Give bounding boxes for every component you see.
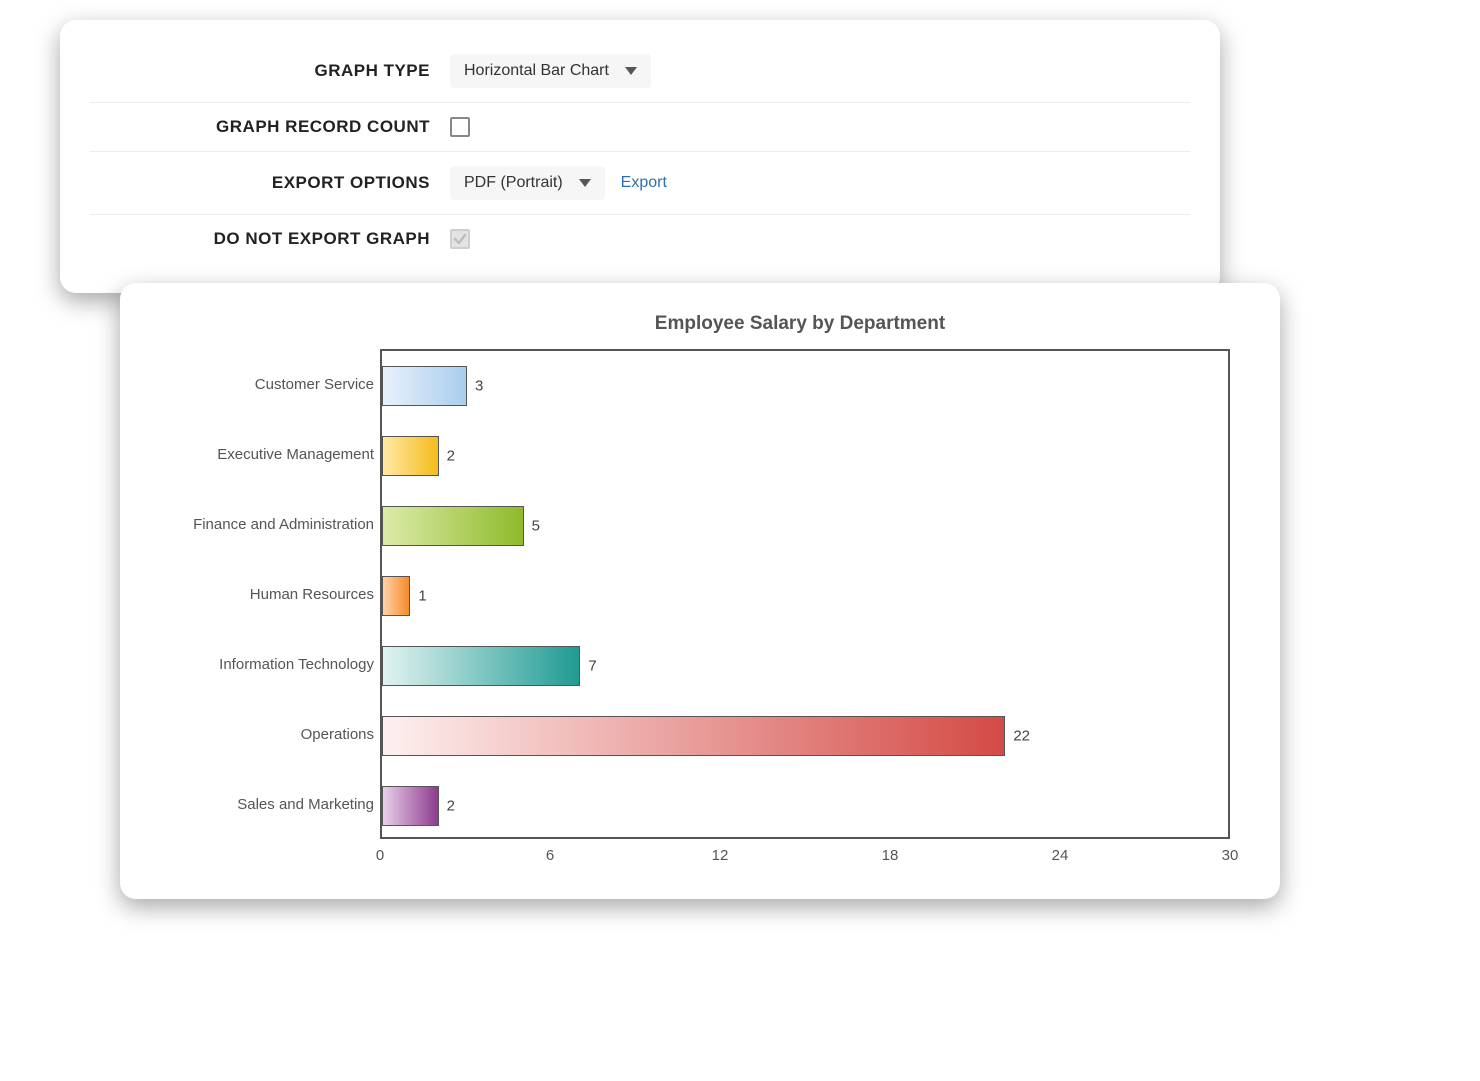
graph-type-select[interactable]: Horizontal Bar Chart [450,54,651,88]
bar [382,366,467,406]
bar-value-label: 1 [418,588,426,605]
y-axis-label: Customer Service [140,349,380,419]
chart-body: Customer ServiceExecutive ManagementFina… [140,349,1240,839]
bar-value-label: 2 [447,798,455,815]
record-count-checkbox[interactable] [450,117,470,137]
bar [382,786,439,826]
y-axis-label: Human Resources [140,559,380,629]
bar [382,506,524,546]
y-axis-label: Executive Management [140,419,380,489]
bar [382,436,439,476]
x-axis-tick: 30 [1222,847,1239,864]
label-record-count: GRAPH RECORD COUNT [90,117,430,137]
x-axis-tick: 6 [546,847,554,864]
graph-settings-panel: GRAPH TYPE Horizontal Bar Chart GRAPH RE… [60,20,1220,293]
bar-value-label: 22 [1013,728,1030,745]
bar-value-label: 7 [588,658,596,675]
x-axis-tick: 24 [1052,847,1069,864]
check-icon [453,232,467,246]
graph-type-value: Horizontal Bar Chart [464,62,609,80]
y-axis-label: Finance and Administration [140,489,380,559]
chart-plot-area: 32517222 [380,349,1230,839]
label-export-options: EXPORT OPTIONS [90,173,430,193]
bar [382,716,1005,756]
bar-value-label: 2 [447,448,455,465]
bar [382,646,580,686]
row-graph-type: GRAPH TYPE Horizontal Bar Chart [90,40,1190,103]
chevron-down-icon [579,179,591,187]
chart-title: Employee Salary by Department [360,313,1240,335]
y-axis-labels: Customer ServiceExecutive ManagementFina… [140,349,380,839]
y-axis-label: Sales and Marketing [140,769,380,839]
bar [382,576,410,616]
y-axis-label: Operations [140,699,380,769]
label-graph-type: GRAPH TYPE [90,61,430,81]
chevron-down-icon [625,67,637,75]
chart-panel: Employee Salary by Department Customer S… [120,283,1280,899]
x-axis-tick: 0 [376,847,384,864]
no-export-graph-checkbox[interactable] [450,229,470,249]
y-axis-label: Information Technology [140,629,380,699]
export-format-value: PDF (Portrait) [464,174,563,192]
x-axis-tick: 12 [712,847,729,864]
row-no-export-graph: DO NOT EXPORT GRAPH [90,215,1190,263]
row-export-options: EXPORT OPTIONS PDF (Portrait) Export [90,152,1190,215]
bar-value-label: 5 [532,518,540,535]
export-format-select[interactable]: PDF (Portrait) [450,166,605,200]
bar-value-label: 3 [475,378,483,395]
export-link[interactable]: Export [621,174,667,192]
row-record-count: GRAPH RECORD COUNT [90,103,1190,152]
label-no-export-graph: DO NOT EXPORT GRAPH [90,229,430,249]
x-axis-tick: 18 [882,847,899,864]
x-axis: 0612182430 [380,839,1230,869]
